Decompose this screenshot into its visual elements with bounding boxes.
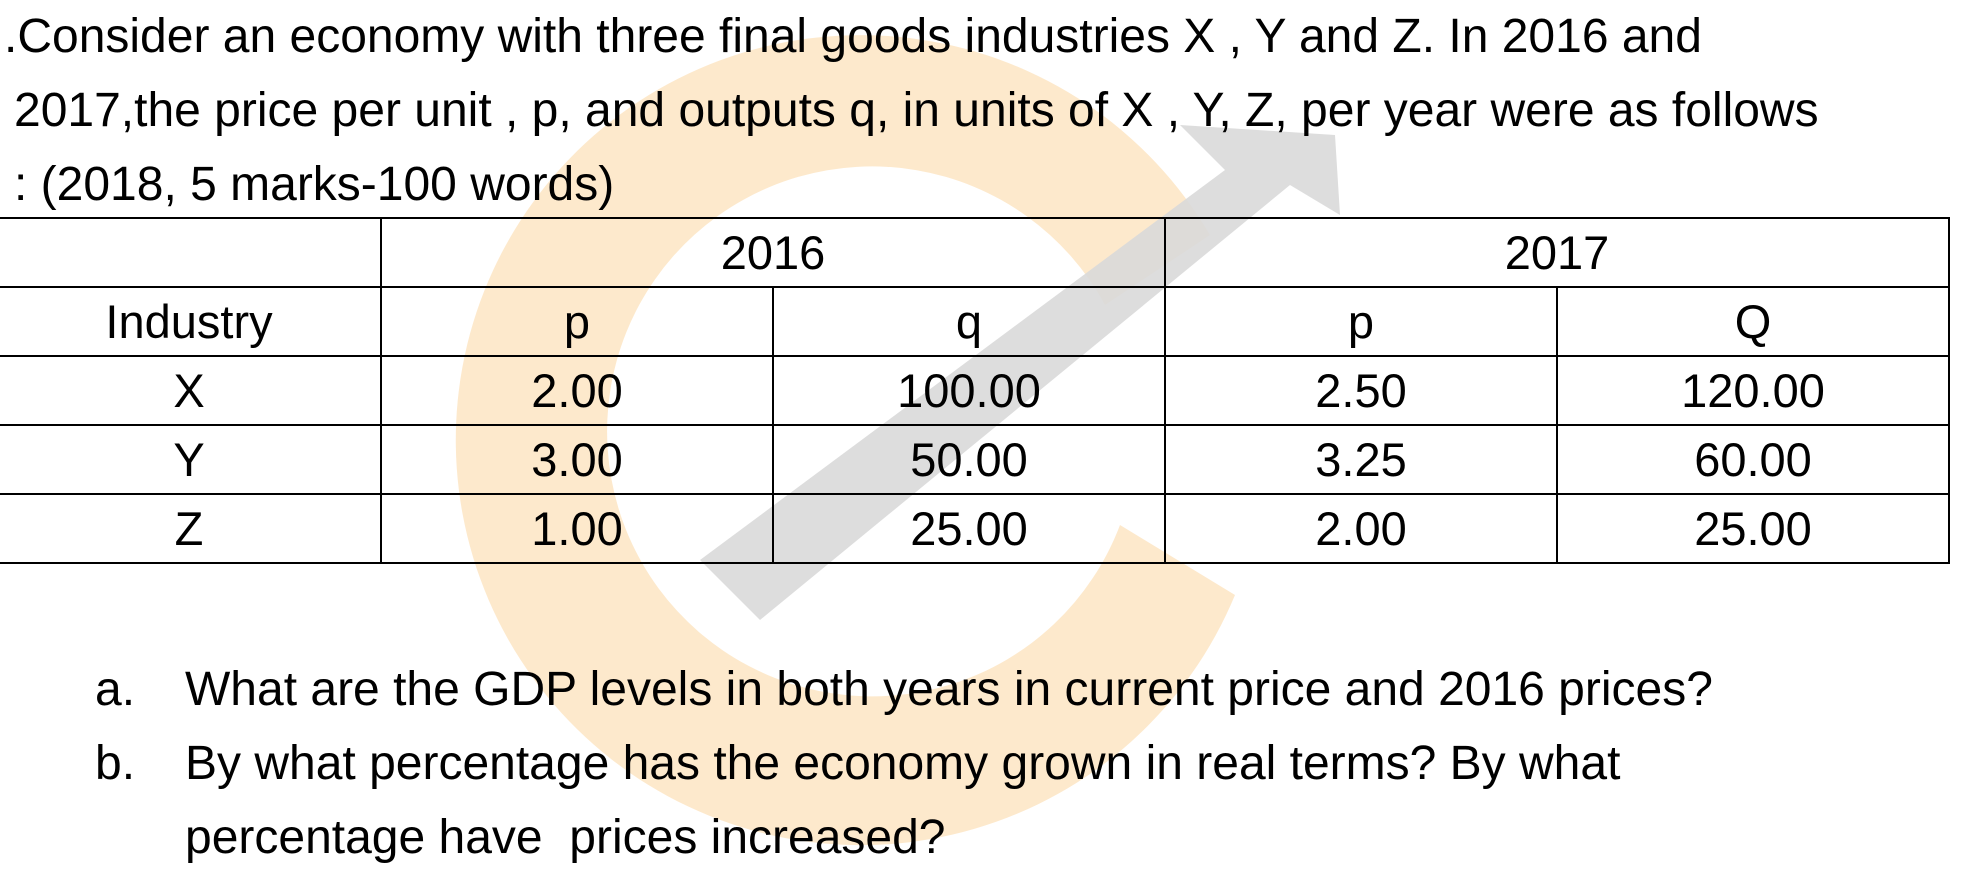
table-cell: 60.00 bbox=[1556, 424, 1950, 495]
question-line-1: .Consider an economy with three final go… bbox=[4, 10, 1702, 63]
table-cell: X bbox=[0, 355, 382, 426]
sub-question-marker: a. bbox=[95, 663, 136, 716]
table-cell: 100.00 bbox=[772, 355, 1166, 426]
table-row: Y 3.00 50.00 3.25 60.00 bbox=[0, 424, 1950, 495]
table-cell: 2.00 bbox=[1164, 493, 1558, 564]
table-cell: 25.00 bbox=[772, 493, 1166, 564]
table-row: X 2.00 100.00 2.50 120.00 bbox=[0, 355, 1950, 426]
table-cell: 3.00 bbox=[380, 424, 774, 495]
table-cell: 120.00 bbox=[1556, 355, 1950, 426]
table-cell: 2.50 bbox=[1164, 355, 1558, 426]
table-cell: 25.00 bbox=[1556, 493, 1950, 564]
table-row: Z 1.00 25.00 2.00 25.00 bbox=[0, 493, 1950, 564]
table-column-header: p bbox=[380, 286, 774, 357]
price-output-table: 2016 2017 Industry p q p Q X 2.00 100.00… bbox=[0, 217, 1950, 564]
table-column-header-row: Industry p q p Q bbox=[0, 286, 1950, 357]
table-cell: 2.00 bbox=[380, 355, 774, 426]
table-year-header: 2017 bbox=[1164, 217, 1950, 288]
table-header-empty bbox=[0, 217, 382, 288]
sub-question-b-continuation: percentage have prices increased? bbox=[185, 801, 945, 875]
sub-question-text: percentage have prices increased? bbox=[185, 811, 946, 864]
sub-question-b: b. By what percentage has the economy gro… bbox=[95, 727, 1620, 801]
table-cell: Z bbox=[0, 493, 382, 564]
table-column-header: Industry bbox=[0, 286, 382, 357]
table-column-header: Q bbox=[1556, 286, 1950, 357]
table-cell: 1.00 bbox=[380, 493, 774, 564]
sub-question-a: a. What are the GDP levels in both years … bbox=[95, 653, 1713, 727]
sub-question-text: By what percentage has the economy grown… bbox=[185, 737, 1621, 790]
question-line-2: 2017,the price per unit , p, and outputs… bbox=[14, 84, 1819, 137]
question-line-3: : (2018, 5 marks-100 words) bbox=[14, 158, 615, 211]
sub-question-text: What are the GDP levels in both years in… bbox=[185, 663, 1713, 716]
question-text: .Consider an economy with three final go… bbox=[0, 0, 1979, 222]
table-cell: 3.25 bbox=[1164, 424, 1558, 495]
table-year-header: 2016 bbox=[380, 217, 1166, 288]
sub-question-marker: b. bbox=[95, 737, 136, 790]
table-column-header: q bbox=[772, 286, 1166, 357]
table-cell: 50.00 bbox=[772, 424, 1166, 495]
table-cell: Y bbox=[0, 424, 382, 495]
table-year-header-row: 2016 2017 bbox=[0, 217, 1950, 288]
table-column-header: p bbox=[1164, 286, 1558, 357]
